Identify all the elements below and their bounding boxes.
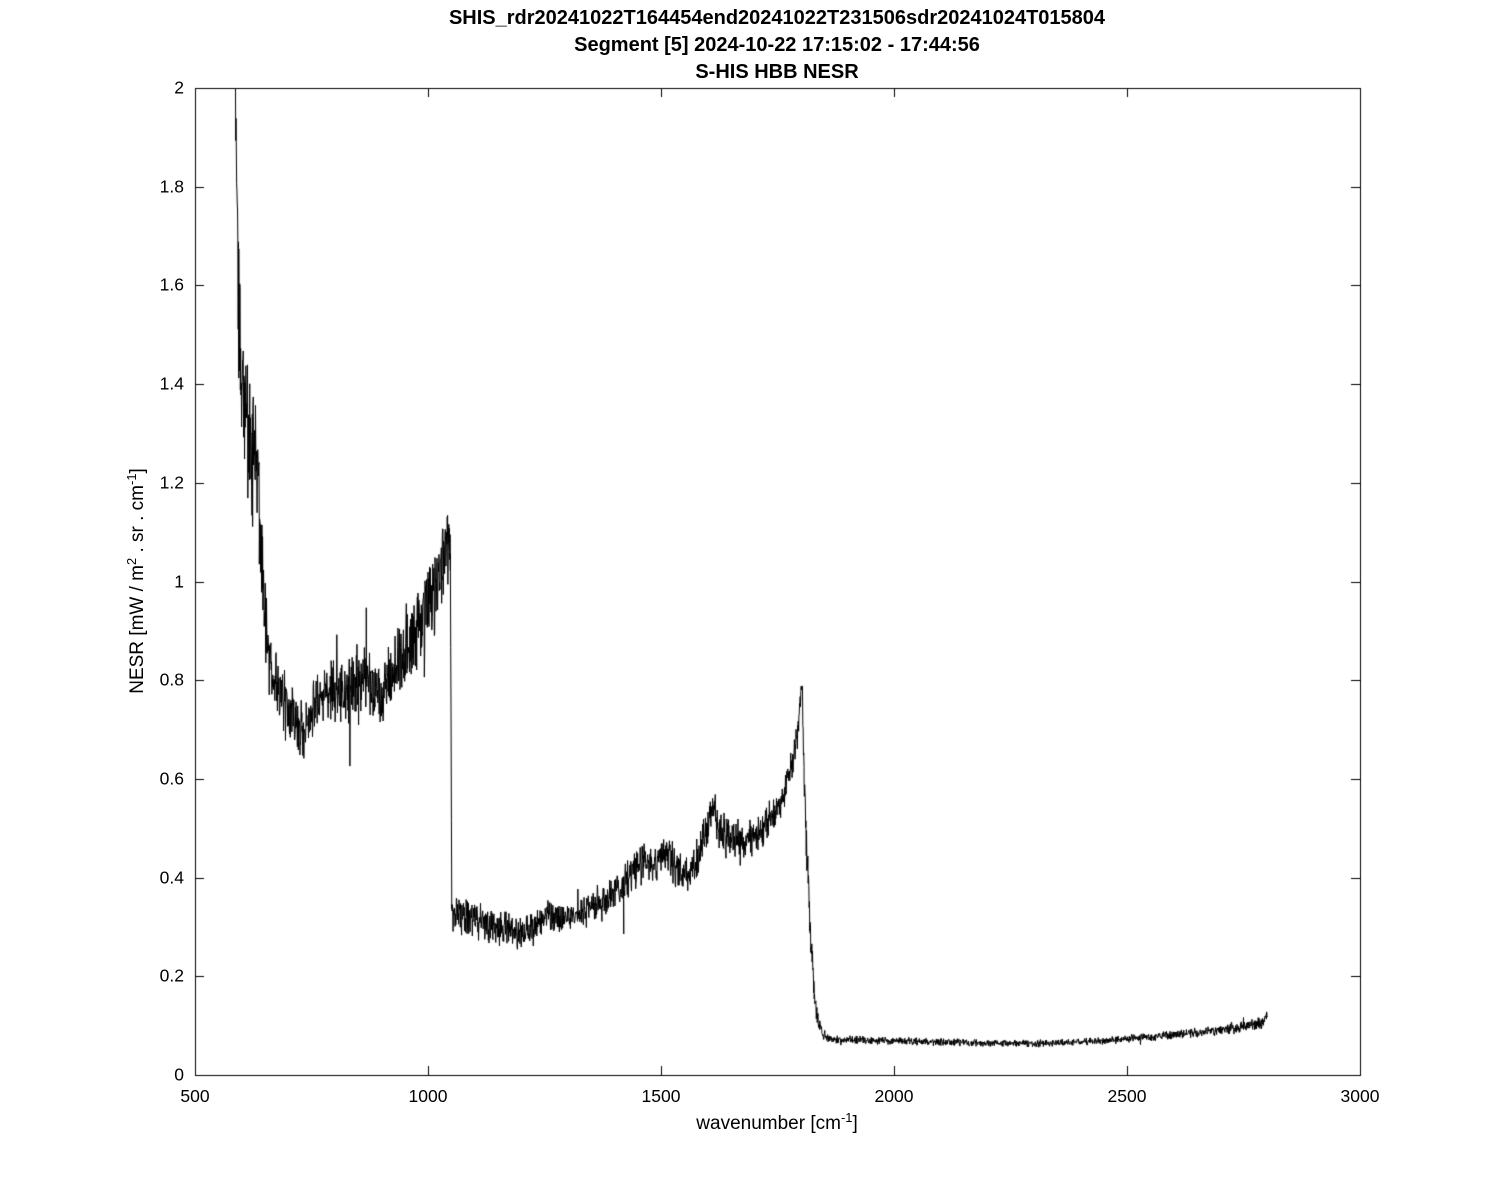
label-text: ]: [127, 468, 148, 474]
y-tick-label: 2: [174, 77, 184, 98]
chart-title-segment: Segment [5] 2024-10-22 17:15:02 - 17:44:…: [574, 34, 980, 56]
x-tick-label: 1500: [641, 1086, 681, 1106]
y-tick-label: 1.4: [159, 373, 184, 394]
y-tick-label: 0.4: [159, 867, 184, 888]
chart-title-filename: SHIS_rdr20241022T164454end20241022T23150…: [448, 7, 1106, 29]
x-axis-label: wavenumber [cm-1]: [696, 1109, 858, 1135]
superscript: 2: [123, 557, 139, 565]
label-text: NESR [mW / m: [127, 565, 148, 694]
y-tick-label: 0.8: [159, 669, 184, 690]
x-tick-label: 2000: [874, 1086, 914, 1106]
y-tick-label: 1: [174, 571, 184, 591]
label-text: wavenumber [cm: [696, 1113, 841, 1134]
y-tick-label: 1.6: [159, 274, 184, 295]
y-tick-label: 1.8: [159, 176, 184, 197]
x-tick-label: 3000: [1340, 1086, 1380, 1106]
label-text: ]: [852, 1113, 858, 1134]
y-tick-label: 0: [174, 1064, 184, 1085]
chart-title-main: S-HIS HBB NESR: [695, 61, 859, 83]
y-tick-label: 0.2: [159, 965, 184, 986]
superscript: -1: [840, 1109, 853, 1125]
y-tick-label: 0.6: [159, 768, 184, 789]
superscript: -1: [123, 473, 139, 485]
y-axis-label: NESR [mW / m2 . sr . cm-1]: [123, 468, 149, 694]
x-tick-label: 1000: [408, 1086, 448, 1106]
y-tick-label: 1.2: [159, 472, 184, 493]
x-tick-label: 2500: [1107, 1086, 1147, 1106]
label-text: . sr . cm: [127, 484, 148, 558]
x-tick-label: 500: [180, 1086, 210, 1106]
